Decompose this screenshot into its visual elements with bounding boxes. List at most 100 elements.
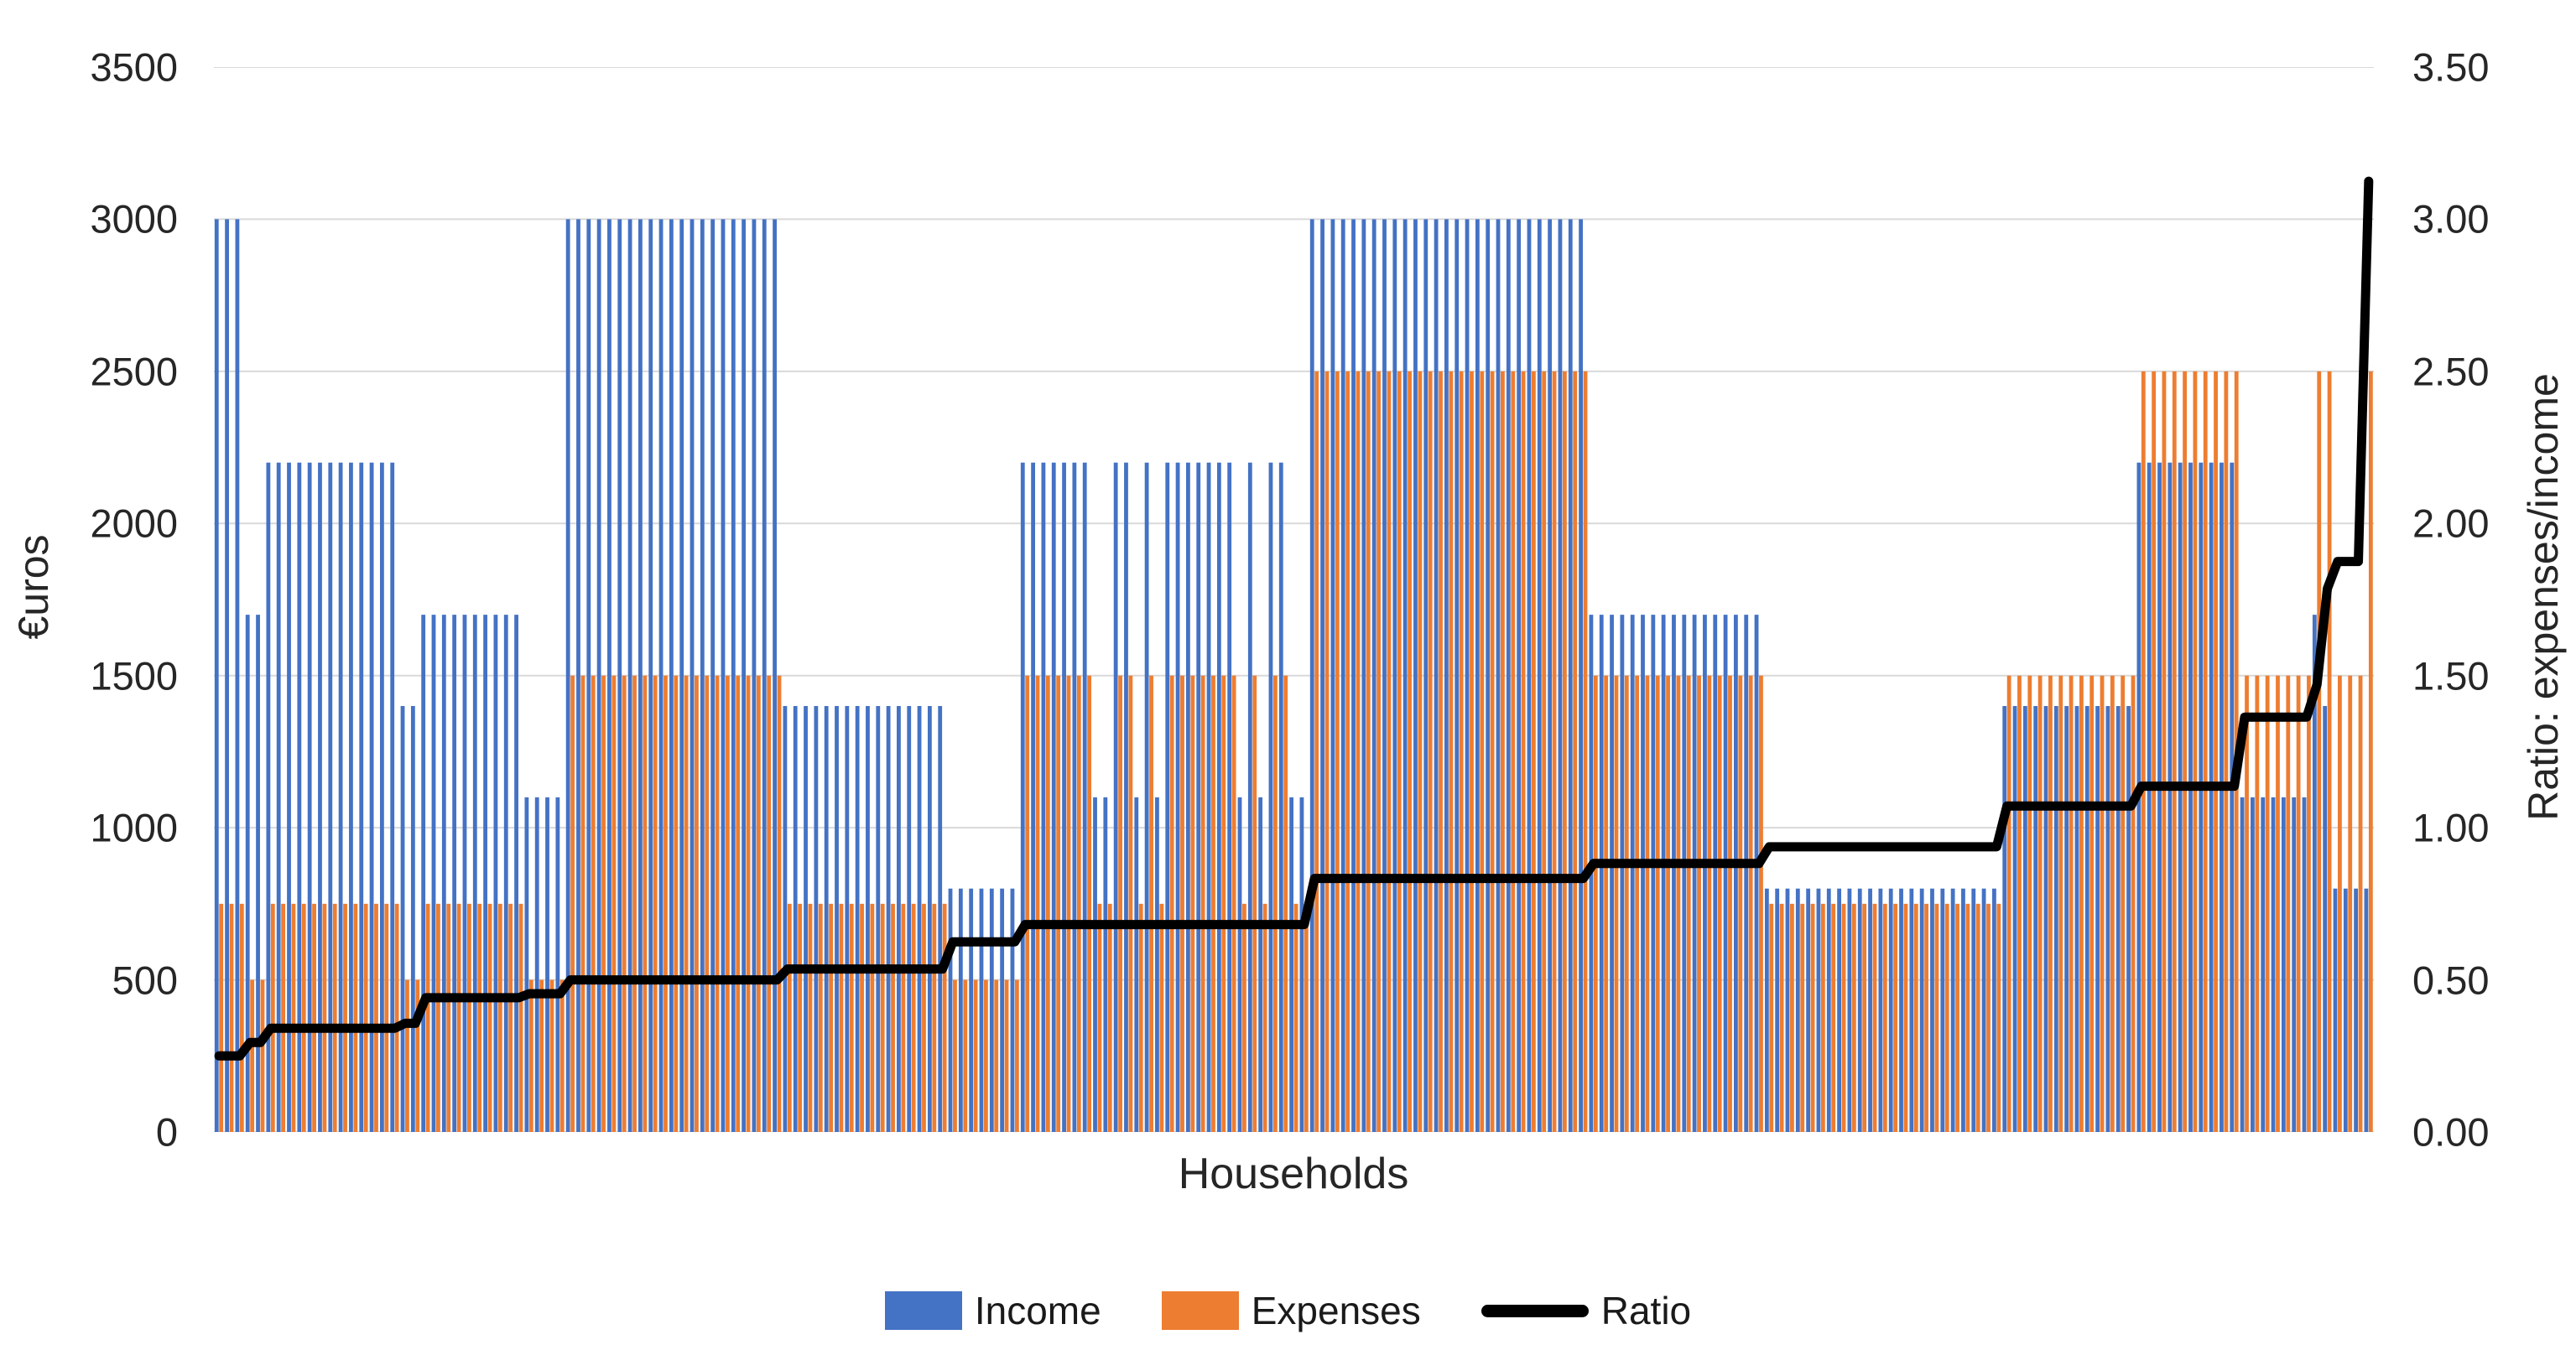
expense-bar <box>1387 371 1392 1132</box>
income-bar <box>979 888 984 1132</box>
plot-area <box>214 67 2374 1132</box>
expense-bar <box>2131 675 2136 1132</box>
expense-bar <box>1604 675 1609 1132</box>
expense-bar <box>1655 675 1660 1132</box>
expense-bar <box>322 903 327 1132</box>
income-bar <box>266 462 271 1132</box>
expense-bar <box>942 903 947 1132</box>
expense-bar <box>1521 371 1526 1132</box>
income-bar <box>958 888 963 1132</box>
income-bar <box>400 706 405 1132</box>
expense-bar <box>911 903 916 1132</box>
expense-bar <box>1439 371 1443 1132</box>
expense-bar <box>1624 675 1629 1132</box>
expense-bar <box>611 675 617 1132</box>
income-bar <box>524 797 529 1132</box>
income-bar <box>1950 888 1955 1132</box>
expense-bar <box>518 903 523 1132</box>
expense-bar <box>219 903 224 1132</box>
expense-bar <box>2048 675 2053 1132</box>
expense-bar <box>1779 903 1784 1132</box>
income-bar <box>1599 615 1604 1132</box>
expense-bar <box>963 979 968 1132</box>
expense-bar <box>1934 903 1939 1132</box>
income-bar <box>2105 706 2110 1132</box>
expense-bar <box>1356 371 1361 1132</box>
income-bar <box>1981 888 1986 1132</box>
expense-bar <box>715 675 720 1132</box>
expense-bar <box>1345 371 1350 1132</box>
expense-bar <box>787 903 792 1132</box>
expense-bar <box>1790 903 1794 1132</box>
income-bar <box>1186 462 1190 1132</box>
expense-bar <box>674 675 679 1132</box>
expense-bar <box>260 979 265 1132</box>
expense-bar <box>281 903 286 1132</box>
expense-bar <box>1272 675 1278 1132</box>
income-bar <box>2002 706 2007 1132</box>
income-bar <box>1340 219 1345 1132</box>
expense-bar <box>1552 371 1557 1132</box>
expense-bar <box>2203 371 2208 1132</box>
income-bar <box>1878 888 1883 1132</box>
expense-bar <box>1138 903 1143 1132</box>
expense-bar <box>1831 903 1836 1132</box>
income-bar <box>1299 797 1304 1132</box>
expense-bar <box>1903 903 1908 1132</box>
expense-bar <box>973 979 978 1132</box>
income-bar <box>2167 462 2173 1132</box>
y-right-tick-label: 3.00 <box>2412 196 2490 241</box>
income-bar <box>276 462 281 1132</box>
income-bar <box>1031 462 1035 1132</box>
income-bar <box>627 219 632 1132</box>
income-bar <box>1496 219 1501 1132</box>
expense-bar <box>2152 371 2157 1132</box>
income-bar <box>2343 888 2348 1132</box>
income-bar <box>2323 706 2328 1132</box>
expense-bar <box>1159 903 1164 1132</box>
income-bar <box>1062 462 1066 1132</box>
expense-bar <box>1955 903 1959 1132</box>
expense-bar <box>1810 903 1815 1132</box>
expense-bar <box>2245 675 2249 1132</box>
income-bar <box>2043 706 2048 1132</box>
income-bar <box>2292 797 2297 1132</box>
expense-bar <box>332 903 337 1132</box>
income-bar <box>1237 797 1242 1132</box>
income-bar <box>235 219 240 1132</box>
income-bar <box>938 706 943 1132</box>
income-bar <box>1899 888 1903 1132</box>
y-left-tick-label: 2000 <box>90 501 178 546</box>
expense-bar <box>2017 675 2022 1132</box>
expense-bar <box>1449 371 1454 1132</box>
expense-bar <box>580 675 585 1132</box>
expense-bar <box>994 979 999 1132</box>
y-left-tick-label: 3000 <box>90 196 178 241</box>
expense-bar <box>1944 903 1949 1132</box>
income-bar <box>1517 219 1522 1132</box>
income-bar <box>245 615 250 1132</box>
legend-item-income: Income <box>884 1291 1101 1330</box>
ratio-line-swatch-icon <box>1481 1304 1589 1317</box>
expense-bar <box>860 903 864 1132</box>
expense-bar <box>1231 675 1236 1132</box>
expense-bar <box>2368 371 2373 1132</box>
income-bar <box>256 615 260 1132</box>
income-bar <box>1361 219 1366 1132</box>
income-bar <box>359 462 364 1132</box>
income-bar <box>349 462 353 1132</box>
income-bar <box>503 615 508 1132</box>
expense-bar <box>2276 675 2280 1132</box>
expense-bar <box>1035 675 1040 1132</box>
y-right-tick-label: 2.50 <box>2412 349 2490 394</box>
income-bar <box>421 615 426 1132</box>
expense-bar <box>1128 675 1133 1132</box>
expense-bar <box>1614 675 1619 1132</box>
income-bar <box>1103 797 1108 1132</box>
income-bar <box>1309 219 1314 1132</box>
income-bar <box>1392 219 1397 1132</box>
income-bar <box>1930 888 1934 1132</box>
legend-label-expenses: Expenses <box>1251 1289 1421 1332</box>
income-bar <box>2240 797 2245 1132</box>
income-bar <box>390 462 395 1132</box>
